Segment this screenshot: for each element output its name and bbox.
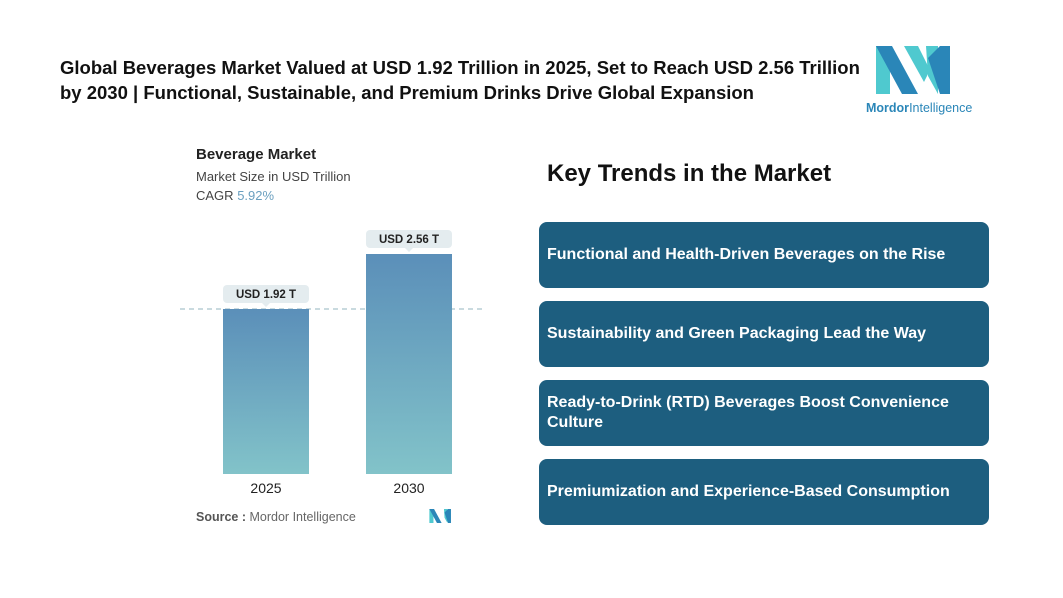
- chart-title: Beverage Market: [196, 146, 317, 163]
- data-label: USD 2.56 T: [379, 234, 439, 246]
- source-label: Source :: [196, 510, 247, 524]
- logo-suffix: Intelligence: [909, 101, 973, 115]
- x-tick-label: 2030: [393, 480, 424, 496]
- cagr: CAGR 5.92%: [196, 188, 274, 203]
- chart-subtitle: Market Size in USD Trillion: [196, 169, 351, 184]
- trend-card: Functional and Health-Driven Beverages o…: [539, 222, 989, 288]
- data-label-pointer: [262, 303, 270, 307]
- cagr-value: 5.92%: [237, 188, 275, 203]
- logo-mark-icon: [876, 46, 950, 94]
- trend-card: Premiumization and Experience-Based Cons…: [539, 459, 989, 525]
- cagr-label: CAGR: [196, 188, 234, 203]
- source-value: Mordor Intelligence: [249, 510, 356, 524]
- data-label: USD 1.92 T: [236, 289, 296, 301]
- trend-card: Ready-to-Drink (RTD) Beverages Boost Con…: [539, 380, 989, 446]
- bar: [366, 254, 452, 474]
- source-logo-icon: [429, 509, 451, 523]
- data-label-bg: [366, 230, 452, 248]
- trends-title: Key Trends in the Market: [547, 160, 832, 187]
- data-label-bg: [223, 285, 309, 303]
- x-tick-label: 2025: [250, 480, 281, 496]
- mordor-logo: MordorIntelligence: [866, 46, 976, 115]
- data-label-pointer: [405, 248, 413, 252]
- source: Source : Mordor Intelligence: [196, 510, 356, 524]
- logo-brand: Mordor: [866, 101, 910, 115]
- bar: [223, 309, 309, 474]
- trend-card: Sustainability and Green Packaging Lead …: [539, 301, 989, 367]
- page-title: Global Beverages Market Valued at USD 1.…: [60, 57, 860, 103]
